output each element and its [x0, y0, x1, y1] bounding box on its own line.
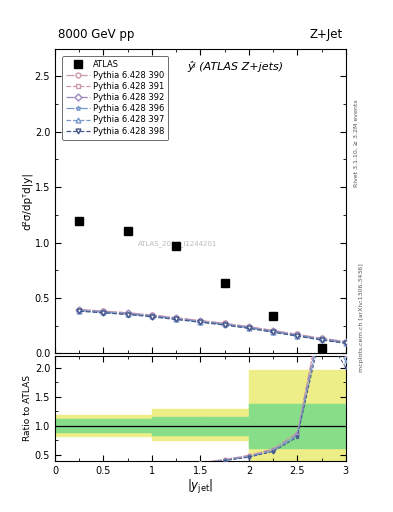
Pythia 6.428 397: [222, 322, 227, 328]
Pythia 6.428 396: [222, 322, 227, 328]
Pythia 6.428 397: [150, 313, 154, 319]
Pythia 6.428 390: [343, 338, 348, 345]
Pythia 6.428 390: [101, 308, 106, 314]
Pythia 6.428 392: [343, 339, 348, 345]
Text: ATLAS_2014_I1244201: ATLAS_2014_I1244201: [138, 240, 217, 247]
Pythia 6.428 392: [246, 324, 251, 330]
Pythia 6.428 391: [319, 335, 324, 342]
Pythia 6.428 396: [343, 339, 348, 346]
Line: Pythia 6.428 390: Pythia 6.428 390: [77, 307, 348, 344]
Pythia 6.428 390: [198, 317, 203, 324]
Pythia 6.428 390: [222, 321, 227, 327]
Pythia 6.428 398: [222, 322, 227, 328]
Pythia 6.428 391: [174, 315, 178, 321]
Pythia 6.428 391: [295, 331, 300, 337]
Line: Pythia 6.428 398: Pythia 6.428 398: [77, 309, 348, 346]
Pythia 6.428 398: [271, 329, 275, 335]
Pythia 6.428 391: [246, 324, 251, 330]
Pythia 6.428 391: [125, 310, 130, 316]
Pythia 6.428 391: [271, 328, 275, 334]
Pythia 6.428 398: [174, 316, 178, 323]
Pythia 6.428 398: [246, 325, 251, 331]
Text: mcplots.cern.ch [arXiv:1306.3436]: mcplots.cern.ch [arXiv:1306.3436]: [359, 263, 364, 372]
Pythia 6.428 398: [343, 340, 348, 347]
Pythia 6.428 390: [77, 307, 82, 313]
Pythia 6.428 397: [246, 325, 251, 331]
Pythia 6.428 391: [343, 338, 348, 345]
Line: Pythia 6.428 397: Pythia 6.428 397: [77, 308, 348, 345]
Pythia 6.428 391: [198, 317, 203, 324]
ATLAS: [222, 280, 227, 286]
Pythia 6.428 390: [174, 315, 178, 321]
Pythia 6.428 396: [295, 332, 300, 338]
Pythia 6.428 392: [77, 307, 82, 313]
Pythia 6.428 398: [319, 337, 324, 343]
Pythia 6.428 397: [319, 336, 324, 343]
Pythia 6.428 398: [295, 333, 300, 339]
Pythia 6.428 390: [246, 324, 251, 330]
Y-axis label: d²σ/dpᵀd|y|: d²σ/dpᵀd|y|: [21, 172, 32, 230]
Text: Z+Jet: Z+Jet: [310, 28, 343, 41]
ATLAS: [77, 218, 82, 224]
ATLAS: [125, 228, 130, 234]
Pythia 6.428 396: [246, 325, 251, 331]
Text: 8000 GeV pp: 8000 GeV pp: [58, 28, 134, 41]
Pythia 6.428 391: [222, 321, 227, 327]
ATLAS: [174, 243, 178, 249]
Pythia 6.428 392: [101, 309, 106, 315]
Pythia 6.428 396: [319, 336, 324, 343]
Legend: ATLAS, Pythia 6.428 390, Pythia 6.428 391, Pythia 6.428 392, Pythia 6.428 396, P: ATLAS, Pythia 6.428 390, Pythia 6.428 39…: [62, 56, 169, 140]
Pythia 6.428 396: [174, 316, 178, 322]
Line: Pythia 6.428 392: Pythia 6.428 392: [77, 308, 348, 345]
Pythia 6.428 397: [295, 332, 300, 338]
Pythia 6.428 392: [150, 312, 154, 318]
Pythia 6.428 390: [271, 328, 275, 334]
Pythia 6.428 397: [125, 311, 130, 317]
ATLAS: [271, 312, 275, 318]
Pythia 6.428 397: [174, 316, 178, 322]
Pythia 6.428 398: [77, 308, 82, 314]
Pythia 6.428 390: [295, 331, 300, 337]
Pythia 6.428 390: [319, 335, 324, 342]
Pythia 6.428 392: [174, 315, 178, 322]
Line: Pythia 6.428 396: Pythia 6.428 396: [77, 308, 348, 345]
Pythia 6.428 397: [77, 308, 82, 314]
ATLAS: [319, 345, 324, 351]
Pythia 6.428 391: [150, 312, 154, 318]
Pythia 6.428 390: [125, 310, 130, 316]
Pythia 6.428 398: [101, 310, 106, 316]
Pythia 6.428 396: [101, 309, 106, 315]
Pythia 6.428 396: [198, 318, 203, 325]
Pythia 6.428 398: [198, 319, 203, 325]
Pythia 6.428 397: [271, 329, 275, 335]
Pythia 6.428 392: [319, 336, 324, 342]
Pythia 6.428 392: [125, 310, 130, 316]
Y-axis label: Ratio to ATLAS: Ratio to ATLAS: [23, 375, 32, 441]
Pythia 6.428 397: [343, 339, 348, 346]
Text: Rivet 3.1.10, ≥ 3.2M events: Rivet 3.1.10, ≥ 3.2M events: [354, 99, 359, 187]
Pythia 6.428 396: [77, 308, 82, 314]
Pythia 6.428 398: [125, 311, 130, 317]
Pythia 6.428 396: [271, 329, 275, 335]
Pythia 6.428 392: [271, 328, 275, 334]
Pythia 6.428 398: [150, 314, 154, 320]
Pythia 6.428 392: [198, 318, 203, 324]
Pythia 6.428 396: [125, 311, 130, 317]
Pythia 6.428 392: [295, 332, 300, 338]
Pythia 6.428 390: [150, 312, 154, 318]
Pythia 6.428 397: [101, 309, 106, 315]
Line: ATLAS: ATLAS: [75, 217, 325, 352]
Pythia 6.428 392: [222, 321, 227, 327]
Pythia 6.428 391: [77, 307, 82, 313]
Line: Pythia 6.428 391: Pythia 6.428 391: [77, 307, 348, 344]
Text: ŷʲ (ATLAS Z+jets): ŷʲ (ATLAS Z+jets): [187, 61, 283, 72]
X-axis label: $|y_{\rm jet}|$: $|y_{\rm jet}|$: [187, 478, 214, 497]
Pythia 6.428 391: [101, 308, 106, 314]
Pythia 6.428 396: [150, 313, 154, 319]
Pythia 6.428 397: [198, 318, 203, 325]
